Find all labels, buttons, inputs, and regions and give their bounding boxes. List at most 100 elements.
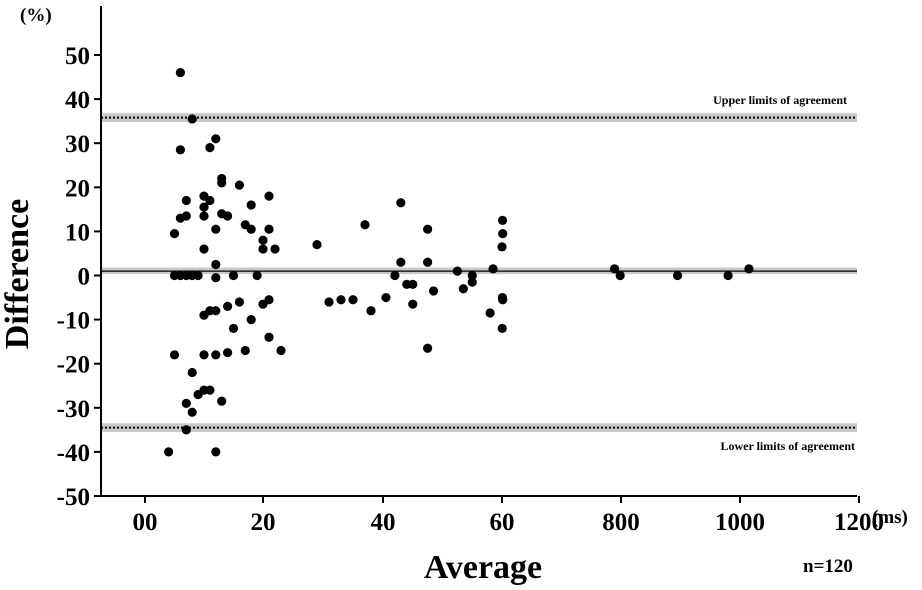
data-point (187, 367, 197, 378)
data-point (485, 308, 495, 318)
data-points (164, 68, 754, 457)
data-point (458, 284, 468, 294)
reference-lines (101, 113, 857, 433)
data-point (175, 68, 185, 78)
data-point (187, 407, 197, 417)
data-point (390, 270, 400, 281)
data-point (187, 114, 197, 124)
data-point (452, 266, 462, 276)
data-point (252, 270, 262, 281)
y-tick-label: -40 (57, 440, 90, 467)
x-axis-title: Average (424, 549, 542, 586)
data-point (181, 211, 191, 221)
x-tick-label: 40 (371, 509, 396, 536)
y-tick-label: -10 (57, 308, 90, 335)
x-tick-label: 800 (602, 509, 640, 536)
data-point (217, 396, 227, 406)
data-point (193, 270, 203, 281)
data-point (498, 295, 508, 305)
data-point (423, 257, 433, 267)
data-point (234, 297, 244, 307)
y-tick-label: -20 (57, 352, 90, 379)
x-ticks: 00 20 40 60 800 1000 1200 (133, 496, 884, 536)
y-tick-label: 0 (78, 264, 91, 291)
x-tick-label: 60 (490, 509, 515, 536)
data-point (211, 259, 221, 270)
data-point (348, 295, 358, 305)
data-point (396, 257, 406, 267)
data-point (246, 315, 256, 325)
data-point (467, 270, 477, 281)
data-point (423, 224, 433, 234)
data-point (381, 292, 391, 303)
data-point (211, 224, 221, 234)
data-point (199, 244, 209, 254)
data-point (181, 425, 191, 435)
y-axis-title: Difference (0, 199, 36, 349)
reference-band (101, 113, 857, 123)
data-point (270, 244, 280, 254)
data-point (211, 273, 221, 283)
data-point (228, 323, 239, 334)
y-tick-label: 20 (65, 175, 90, 202)
data-point (396, 198, 406, 208)
data-point (497, 242, 507, 252)
y-tick-label: 10 (65, 219, 90, 246)
data-point (336, 295, 346, 305)
y-tick-label: 50 (65, 43, 90, 70)
data-point (366, 306, 376, 316)
x-unit-label: (ms) (872, 507, 908, 528)
y-tick-label: -30 (57, 396, 90, 423)
data-point (246, 200, 256, 210)
x-tick-label: 00 (133, 509, 158, 536)
data-point (205, 385, 215, 395)
data-point (211, 350, 221, 360)
data-point (312, 240, 322, 250)
data-point (498, 229, 508, 239)
data-point (408, 279, 418, 289)
data-point (223, 301, 233, 311)
y-tick-label: -50 (57, 484, 90, 511)
data-point (181, 195, 191, 206)
data-point (223, 211, 233, 221)
n-count-label: n=120 (803, 556, 853, 577)
y-tick-label: 30 (65, 131, 90, 158)
data-point (276, 345, 286, 356)
data-point (264, 295, 274, 305)
y-ticks: 50 40 30 20 10 0 -10 -20 -30 -40 -50 (57, 43, 101, 511)
data-point (497, 323, 507, 334)
data-point (246, 224, 256, 234)
data-point (744, 264, 754, 274)
data-point (234, 180, 244, 190)
data-point (181, 398, 191, 408)
data-point (723, 270, 733, 281)
data-point (199, 211, 209, 221)
data-point (360, 220, 370, 230)
data-point (264, 191, 274, 201)
data-point (211, 306, 221, 316)
data-point (408, 299, 418, 309)
data-point (211, 134, 221, 144)
data-point (324, 297, 334, 307)
data-point (199, 350, 209, 360)
data-point (199, 202, 209, 212)
data-point (164, 447, 174, 457)
data-point (615, 270, 625, 281)
x-tick-label: 20 (251, 509, 276, 536)
data-point (497, 215, 508, 225)
data-point (169, 229, 180, 239)
data-point (672, 270, 683, 281)
data-point (609, 264, 620, 274)
lower-loa-annotation: Lower limits of agreement (720, 439, 855, 453)
data-point (169, 350, 180, 360)
y-tick-label: 40 (65, 87, 90, 114)
data-point (205, 143, 215, 153)
data-point (228, 270, 239, 281)
x-tick-label: 1200 (834, 509, 884, 536)
reference-band (101, 423, 857, 433)
data-point (264, 224, 274, 234)
data-point (467, 277, 477, 287)
upper-loa-annotation: Upper limits of agreement (713, 93, 847, 107)
data-point (240, 345, 250, 356)
data-point (264, 332, 274, 342)
